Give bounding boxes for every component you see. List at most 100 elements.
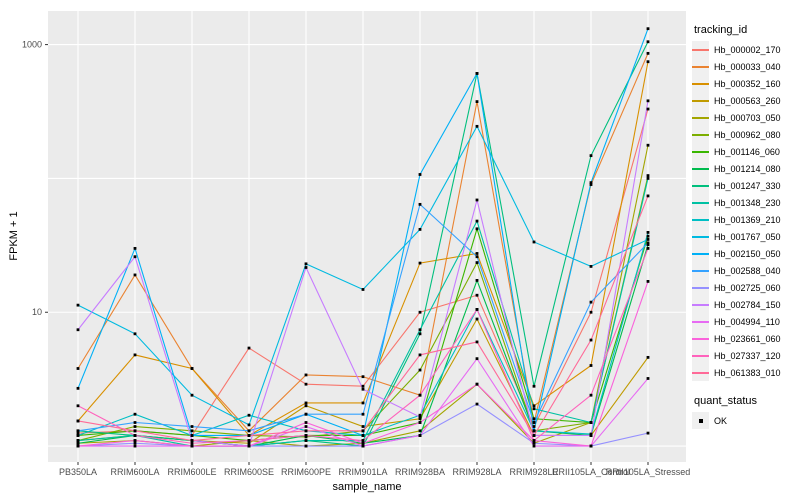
data-point (418, 328, 422, 332)
data-point (190, 393, 194, 397)
data-point (646, 234, 650, 238)
data-point (76, 431, 80, 435)
x-tick-label: RRIM600LA (110, 467, 159, 477)
data-point (418, 421, 422, 424)
data-point (304, 262, 308, 266)
legend-key-swatch (692, 330, 709, 347)
data-point (532, 429, 536, 433)
legend-key-swatch (692, 211, 709, 228)
data-point (475, 278, 479, 282)
data-point (475, 100, 479, 103)
data-point (475, 255, 479, 259)
data-point (190, 429, 194, 433)
data-point (133, 246, 137, 250)
data-point (247, 441, 251, 445)
legend-item-Hb_001348_230: Hb_001348_230 (692, 194, 781, 211)
data-point (76, 386, 80, 390)
data-point (304, 373, 308, 377)
legend-key-swatch (692, 245, 709, 262)
data-point (304, 266, 308, 269)
legend-line-icon (692, 252, 709, 255)
data-point (475, 317, 479, 321)
data-point (133, 421, 137, 424)
legend-label: Hb_000352_160 (714, 78, 781, 89)
data-point (361, 412, 365, 416)
legend-label: Hb_001767_050 (714, 231, 781, 242)
data-point (304, 434, 308, 437)
data-point (133, 255, 137, 259)
x-tick-label: RRIM600PE (281, 467, 331, 477)
data-point (133, 332, 137, 336)
data-point (361, 444, 365, 448)
legend-line-icon (692, 269, 709, 272)
data-point (247, 413, 251, 417)
legend-label: Hb_000033_040 (714, 61, 781, 72)
data-point (589, 183, 593, 186)
data-point (361, 375, 365, 379)
data-point (418, 368, 422, 372)
x-tick-label: RRIM928LA (452, 467, 501, 477)
legend-title-tracking-id: tracking_id (694, 24, 748, 36)
legend-label: Hb_001146_060 (714, 146, 780, 157)
legend-key-swatch (692, 347, 709, 364)
data-point (475, 124, 479, 128)
data-point (418, 429, 422, 433)
legend-item-Hb_000352_160: Hb_000352_160 (692, 75, 781, 92)
legend-item-Hb_023661_060: Hb_023661_060 (692, 330, 781, 347)
data-point (418, 393, 422, 397)
legend-item-Hb_004994_110: Hb_004994_110 (692, 313, 781, 330)
legend-line-icon (692, 235, 709, 238)
legend-item-Hb_002725_060: Hb_002725_060 (692, 279, 781, 296)
legend-key-swatch (692, 177, 709, 194)
x-tick-label: RRII105LA_Control (552, 467, 630, 477)
data-point (646, 27, 650, 31)
data-point (304, 444, 308, 448)
data-point (133, 425, 137, 428)
legend-label: Hb_002784_150 (714, 299, 781, 310)
legend-line-icon (692, 354, 709, 357)
x-tick-label: RRIM928LE (509, 467, 558, 477)
data-point (532, 425, 536, 428)
data-point (532, 421, 536, 424)
legend-label: Hb_000002_170 (714, 44, 781, 55)
legend-label: Hb_002725_060 (714, 282, 781, 293)
legend-key-swatch (692, 109, 709, 126)
data-point (76, 419, 80, 423)
data-point (589, 421, 593, 424)
legend-label: Hb_000563_260 (714, 95, 781, 106)
data-point (475, 227, 479, 231)
legend-item-Hb_000563_260: Hb_000563_260 (692, 92, 781, 109)
data-point (475, 219, 479, 223)
data-point (418, 227, 422, 231)
data-point (646, 238, 650, 241)
data-point (646, 355, 650, 359)
legend-key-swatch (692, 126, 709, 143)
data-point (304, 439, 308, 442)
y-tick-label: 10 (32, 307, 42, 317)
data-point (475, 357, 479, 361)
data-point (589, 393, 593, 397)
legend-item-Hb_001369_210: Hb_001369_210 (692, 211, 781, 228)
legend-line-icon (692, 48, 709, 51)
legend-item-ok: OK (692, 412, 781, 429)
legend-item-Hb_061383_010: Hb_061383_010 (692, 364, 781, 381)
legend-key-swatch (692, 92, 709, 109)
legend-key-swatch (692, 279, 709, 296)
legend-item-Hb_002150_050: Hb_002150_050 (692, 245, 781, 262)
data-point (76, 439, 80, 442)
plot-panel-background (48, 11, 686, 462)
data-point (646, 60, 650, 64)
data-point (532, 407, 536, 411)
legend-item-Hb_001247_330: Hb_001247_330 (692, 177, 781, 194)
legend-line-icon (692, 371, 709, 374)
data-point (304, 435, 308, 439)
legend-line-icon (692, 150, 709, 153)
legend-key-swatch (692, 194, 709, 211)
data-point (304, 382, 308, 386)
data-point (475, 308, 479, 311)
legend-line-icon (692, 218, 709, 221)
data-point (646, 280, 650, 283)
data-point (589, 432, 593, 436)
data-point (418, 434, 422, 437)
